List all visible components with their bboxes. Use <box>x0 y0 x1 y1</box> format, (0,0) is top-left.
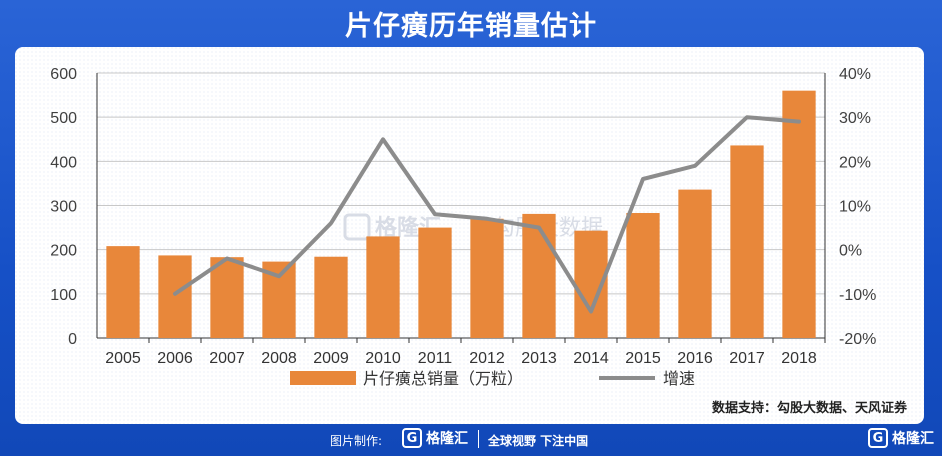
bar <box>522 213 556 338</box>
x-tick-label: 2012 <box>469 350 505 367</box>
bar <box>106 246 140 338</box>
footer-brand-logo: G 格隆汇 <box>402 428 468 448</box>
y-left-tick-label: 200 <box>50 243 77 260</box>
y-right-tick-label: 30% <box>839 110 871 127</box>
x-tick-label: 2010 <box>365 350 401 367</box>
y-left-tick-label: 300 <box>50 199 77 216</box>
bar <box>678 189 712 338</box>
bar <box>470 218 504 338</box>
x-tick-label: 2008 <box>261 350 297 367</box>
bar <box>158 255 192 338</box>
made-by-label: 图片制作: <box>330 434 383 448</box>
watermark-g-icon <box>343 213 371 241</box>
x-tick-label: 2007 <box>209 350 245 367</box>
brand-g-icon: G <box>868 428 888 448</box>
x-tick-label: 2013 <box>521 350 557 367</box>
x-tick-label: 2005 <box>105 350 141 367</box>
y-right-tick-label: 0% <box>839 243 862 260</box>
bar <box>730 145 764 338</box>
y-left-tick-label: 400 <box>50 154 77 171</box>
y-left-tick-label: 0 <box>68 331 77 348</box>
x-tick-label: 2016 <box>677 350 713 367</box>
y-right-tick-label: 20% <box>839 154 871 171</box>
bar <box>626 213 660 338</box>
combo-chart: 格隆汇勾股大数据0100200300400500600-20%-10%0%10%… <box>15 47 924 424</box>
bar <box>210 257 244 338</box>
y-right-tick-label: 10% <box>839 199 871 216</box>
x-tick-label: 2018 <box>781 350 817 367</box>
bar <box>782 90 816 338</box>
chart-background <box>15 47 924 424</box>
brand-g-icon: G <box>402 428 422 448</box>
y-right-tick-label: -10% <box>839 287 876 304</box>
footer-slogan: 全球视野 下注中国 <box>488 434 589 448</box>
x-tick-label: 2017 <box>729 350 765 367</box>
legend-label-bar: 片仔癀总销量（万粒） <box>363 369 523 388</box>
footer-divider <box>478 430 479 448</box>
legend-swatch-bar <box>290 371 356 385</box>
x-tick-label: 2009 <box>313 350 349 367</box>
x-tick-label: 2011 <box>418 350 453 367</box>
growth-line <box>173 115 801 314</box>
corner-brand-name: 格隆汇 <box>892 431 934 447</box>
y-left-tick-label: 500 <box>50 110 77 127</box>
bar <box>366 236 400 338</box>
footer-brand-name: 格隆汇 <box>426 431 468 447</box>
x-tick-label: 2006 <box>157 350 193 367</box>
legend-label-line: 增速 <box>663 369 695 388</box>
y-left-tick-label: 100 <box>50 287 77 304</box>
chart-title-banner: 片仔癀历年销量估计 <box>345 10 597 42</box>
chart-panel: 格隆汇勾股大数据0100200300400500600-20%-10%0%10%… <box>15 47 924 424</box>
footer: 图片制作: G 格隆汇 全球视野 下注中国 G 格隆汇 <box>0 424 942 456</box>
y-right-tick-label: -20% <box>839 331 876 348</box>
bar <box>418 227 452 338</box>
y-left-tick-label: 600 <box>50 66 77 83</box>
corner-brand-logo: G 格隆汇 <box>868 428 934 448</box>
x-tick-label: 2014 <box>573 350 609 367</box>
x-tick-label: 2015 <box>625 350 661 367</box>
bar <box>314 256 348 338</box>
y-right-tick-label: 40% <box>839 66 871 83</box>
data-source-note: 数据支持：勾股大数据、天风证券 <box>712 400 908 416</box>
